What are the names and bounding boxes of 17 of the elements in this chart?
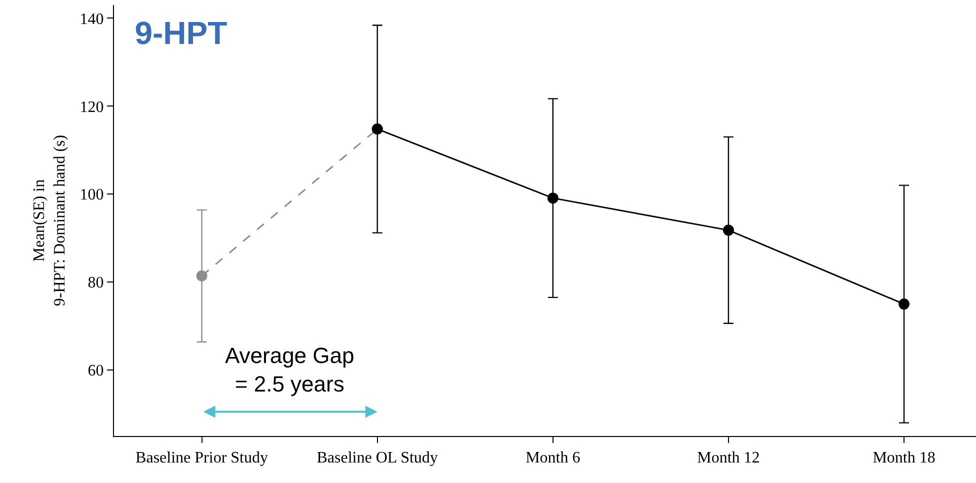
y-tick-label: 120 [80, 98, 104, 116]
x-tick-label: Month 6 [526, 449, 580, 466]
y-tick-label: 80 [88, 274, 104, 292]
x-tick-label: Baseline Prior Study [136, 449, 268, 466]
y-tick-label: 100 [80, 186, 104, 204]
y-tick-label: 60 [88, 362, 104, 380]
point [722, 224, 734, 236]
point [196, 270, 208, 282]
y-axis-title: Mean(SE) in 9-HPT: Dominant hand (s) [30, 134, 69, 306]
point [898, 298, 910, 310]
x-tick-label: Month 18 [872, 449, 936, 466]
point [547, 192, 558, 204]
x-tick-label: Baseline OL Study [316, 449, 438, 466]
y-tick-label: 140 [80, 10, 104, 28]
x-tick-label: Month 12 [697, 449, 760, 466]
chart-title: 9-HPT [134, 15, 228, 52]
annotation: Average Gap = 2.5 years [225, 343, 354, 397]
